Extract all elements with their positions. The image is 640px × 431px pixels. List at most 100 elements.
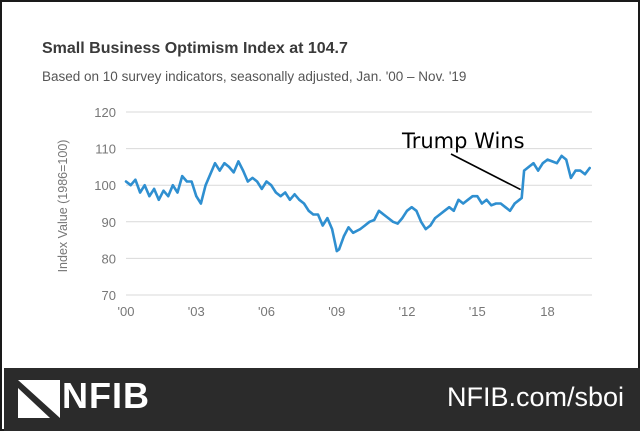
x-tick-labels: '00 '03 '06 '09 '12 '15 18 bbox=[118, 304, 555, 319]
data-point bbox=[396, 222, 399, 225]
data-point bbox=[274, 191, 277, 194]
data-point bbox=[167, 195, 170, 198]
y-tick-label: 100 bbox=[94, 178, 116, 193]
data-point bbox=[190, 180, 193, 183]
data-point bbox=[298, 198, 301, 201]
data-point bbox=[307, 209, 310, 212]
y-tick-label: 110 bbox=[95, 142, 116, 157]
x-tick-label: '12 bbox=[399, 304, 416, 319]
data-point bbox=[583, 173, 587, 176]
data-point bbox=[560, 154, 563, 157]
data-point bbox=[513, 202, 516, 205]
data-point bbox=[551, 160, 554, 163]
logo-text: NFIB bbox=[62, 375, 150, 416]
y-axis-label: Index Value (1986=100) bbox=[56, 140, 70, 273]
y-tick-label: 120 bbox=[94, 105, 116, 120]
data-point bbox=[424, 228, 427, 231]
data-point bbox=[527, 165, 530, 168]
data-point bbox=[569, 176, 573, 179]
data-point bbox=[499, 202, 502, 205]
nfib-logo-mark-icon bbox=[18, 380, 60, 418]
x-tick-label: '09 bbox=[328, 304, 345, 319]
data-point bbox=[368, 220, 371, 223]
data-point bbox=[520, 196, 523, 200]
data-point bbox=[129, 184, 132, 187]
data-point bbox=[363, 224, 366, 227]
data-point bbox=[312, 213, 315, 216]
data-point bbox=[270, 184, 273, 187]
data-point bbox=[382, 213, 385, 216]
data-point bbox=[185, 180, 188, 183]
data-point bbox=[494, 202, 498, 205]
x-tick-label: '15 bbox=[469, 304, 486, 319]
data-point bbox=[391, 220, 395, 223]
data-points bbox=[124, 154, 591, 253]
data-point bbox=[546, 158, 549, 161]
series-line bbox=[124, 154, 592, 253]
data-point bbox=[157, 198, 160, 201]
chart-title: Small Business Optimism Index at 104.7 bbox=[42, 40, 348, 57]
data-point bbox=[139, 191, 142, 194]
data-point bbox=[565, 158, 568, 161]
data-point bbox=[347, 226, 350, 229]
data-point bbox=[335, 250, 338, 253]
data-point bbox=[209, 173, 212, 176]
data-point bbox=[338, 248, 341, 251]
data-point bbox=[471, 195, 474, 198]
data-point bbox=[537, 169, 540, 172]
data-point bbox=[246, 180, 249, 183]
data-point bbox=[265, 180, 268, 183]
data-point bbox=[462, 202, 465, 205]
data-point bbox=[452, 209, 455, 212]
data-point bbox=[490, 204, 493, 207]
data-point bbox=[457, 198, 460, 201]
data-point bbox=[153, 187, 156, 190]
data-point bbox=[485, 198, 488, 201]
data-point bbox=[326, 217, 329, 220]
data-point bbox=[302, 202, 306, 205]
data-point bbox=[143, 184, 146, 187]
data-point bbox=[227, 165, 231, 168]
data-point bbox=[434, 217, 437, 220]
y-tick-labels: 70 80 90 100 110 120 bbox=[94, 105, 116, 303]
data-point bbox=[588, 166, 591, 170]
data-point bbox=[579, 169, 582, 172]
data-point bbox=[237, 160, 240, 163]
x-tick-label: '06 bbox=[258, 304, 275, 319]
data-point bbox=[352, 231, 355, 234]
data-point bbox=[288, 198, 291, 201]
data-point bbox=[420, 220, 423, 223]
data-point bbox=[293, 193, 296, 196]
x-tick-label: '00 bbox=[118, 304, 135, 319]
y-tick-label: 80 bbox=[102, 251, 116, 266]
data-point bbox=[223, 162, 226, 165]
data-point bbox=[410, 206, 413, 209]
data-point bbox=[555, 162, 559, 165]
data-point bbox=[504, 206, 507, 209]
data-point bbox=[181, 175, 184, 178]
data-point bbox=[232, 171, 235, 174]
y-tick-label: 90 bbox=[102, 215, 116, 230]
data-point bbox=[429, 224, 432, 227]
annotation-label: Trump Wins bbox=[401, 129, 525, 153]
data-point bbox=[448, 206, 451, 209]
data-point bbox=[377, 209, 380, 212]
data-point bbox=[438, 213, 441, 216]
data-point bbox=[466, 198, 469, 201]
data-point bbox=[518, 198, 521, 201]
data-point bbox=[204, 184, 207, 187]
data-point bbox=[134, 178, 137, 181]
chart-subtitle: Based on 10 survey indicators, seasonall… bbox=[42, 69, 467, 84]
data-point bbox=[480, 202, 483, 205]
data-point bbox=[124, 180, 128, 183]
data-point bbox=[359, 228, 362, 231]
annotation-arrow bbox=[450, 153, 521, 191]
data-point bbox=[401, 217, 404, 220]
data-point bbox=[242, 169, 245, 172]
data-point bbox=[213, 162, 217, 165]
footer-url[interactable]: NFIB.com/sboi bbox=[446, 382, 624, 412]
data-point bbox=[162, 189, 165, 192]
data-point bbox=[176, 191, 179, 194]
data-point bbox=[251, 176, 254, 179]
data-point bbox=[342, 235, 345, 238]
